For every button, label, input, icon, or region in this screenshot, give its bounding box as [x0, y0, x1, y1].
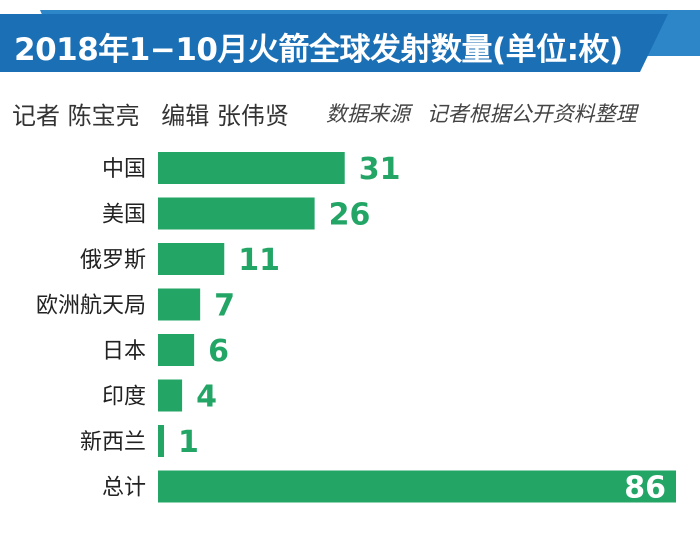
category-label: 总计	[102, 476, 146, 501]
banner-main	[0, 14, 668, 72]
reporter-credit: 记者 陈宝亮	[12, 102, 140, 130]
category-label: 新西兰	[80, 430, 146, 455]
bar	[158, 425, 165, 457]
bar	[158, 197, 315, 230]
source-detail: 记者根据公开资料整理	[426, 102, 637, 126]
category-label: 印度	[102, 385, 146, 410]
value-label: 11	[238, 243, 280, 278]
bar	[158, 152, 345, 184]
category-label: 日本	[102, 339, 146, 364]
value-label: 7	[214, 289, 235, 324]
data-source: 数据来源 记者根据公开资料整理	[326, 98, 647, 128]
category-label: 俄罗斯	[80, 248, 146, 273]
chart-title: 2018年1−10月火箭全球发射数量(单位:枚)	[14, 32, 623, 68]
editor-credit: 编辑 张伟贤	[161, 102, 289, 130]
value-label: 26	[329, 198, 371, 233]
source-label: 数据来源	[326, 102, 410, 126]
title-banner-shape	[0, 10, 700, 72]
bar	[158, 379, 183, 412]
credits: 记者 陈宝亮 编辑 张伟贤	[12, 96, 303, 131]
value-label: 31	[359, 152, 401, 187]
value-label: 1	[178, 425, 199, 460]
category-label: 欧洲航天局	[36, 294, 146, 319]
total-value-label: 86	[624, 471, 666, 506]
value-label: 4	[196, 380, 217, 415]
title-banner: 2018年1−10月火箭全球发射数量(单位:枚)	[0, 0, 700, 80]
value-label: 6	[208, 334, 229, 369]
bar	[158, 334, 195, 366]
bar-chart: 中国 31 美国 26 俄罗斯 11 欧洲航天局 7 日本 6 印度 4 新西兰 1 总计 86	[36, 152, 676, 506]
total-bar	[158, 470, 676, 503]
bar	[158, 288, 201, 321]
category-label: 中国	[102, 157, 146, 182]
category-label: 美国	[102, 203, 146, 228]
bar	[158, 243, 225, 275]
